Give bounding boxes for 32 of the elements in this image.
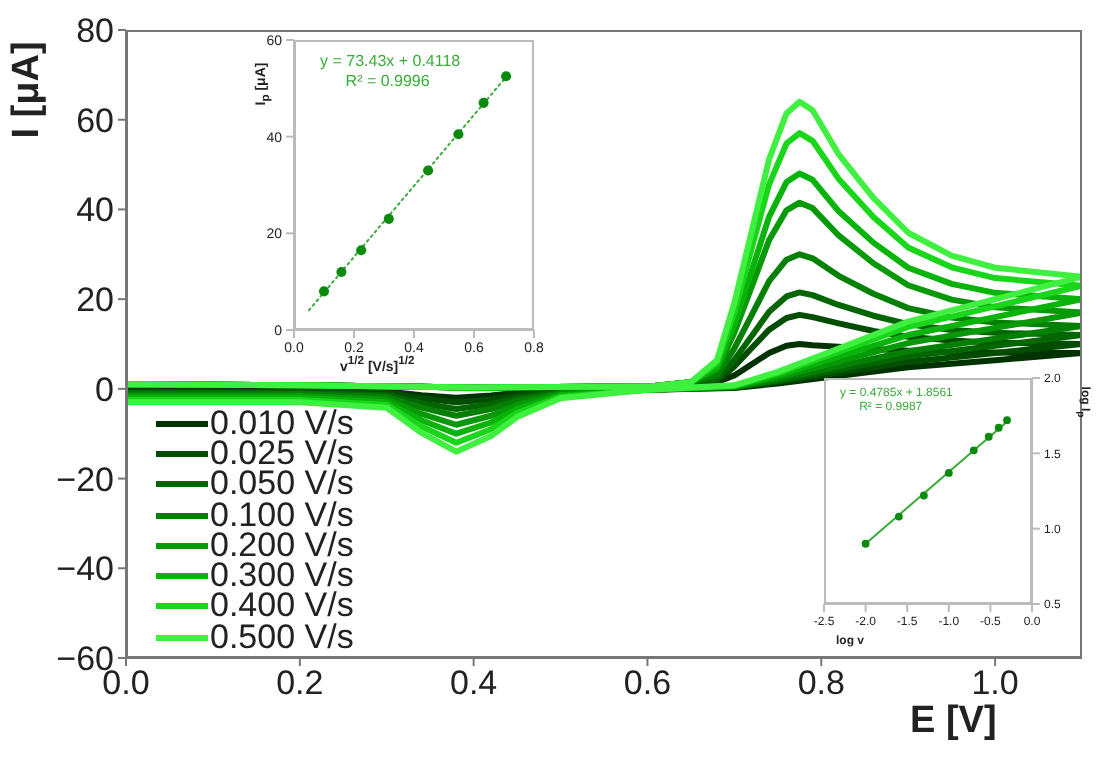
- annotation: y = 73.43x + 0.4118: [320, 52, 461, 70]
- y-tick-label: 20: [76, 281, 114, 320]
- point: [1003, 416, 1011, 425]
- point: [944, 469, 953, 477]
- x-axis-title: E [V]: [910, 700, 997, 744]
- point: [919, 491, 928, 500]
- x-tick-label: 0.6: [623, 664, 672, 703]
- point: [501, 71, 512, 82]
- point: [861, 539, 870, 548]
- x-tick-label: 0.2: [276, 664, 324, 703]
- y-axis-title: I [μA]: [6, 41, 50, 139]
- point: [423, 165, 434, 176]
- y-tick-label: 60: [76, 101, 114, 140]
- y-tick-label: 40: [76, 191, 114, 230]
- point: [336, 266, 347, 278]
- x-tick-label: 1.0: [971, 664, 1019, 703]
- point: [453, 129, 464, 140]
- point: [356, 245, 367, 256]
- x-tick-label: 0.4: [450, 664, 498, 703]
- y-tick-label: −20: [56, 460, 114, 499]
- point: [969, 446, 978, 455]
- annotation: R² = 0.9996: [345, 71, 430, 90]
- x-tick-label: 0.8: [797, 664, 845, 703]
- point: [894, 512, 903, 521]
- point: [318, 286, 330, 297]
- y-tick-label: −40: [56, 550, 114, 589]
- point: [383, 213, 394, 224]
- y-tick-label: 80: [76, 12, 114, 51]
- point: [984, 432, 993, 441]
- point: [994, 423, 1003, 432]
- point: [478, 97, 489, 108]
- y-tick-label: 0: [95, 370, 114, 409]
